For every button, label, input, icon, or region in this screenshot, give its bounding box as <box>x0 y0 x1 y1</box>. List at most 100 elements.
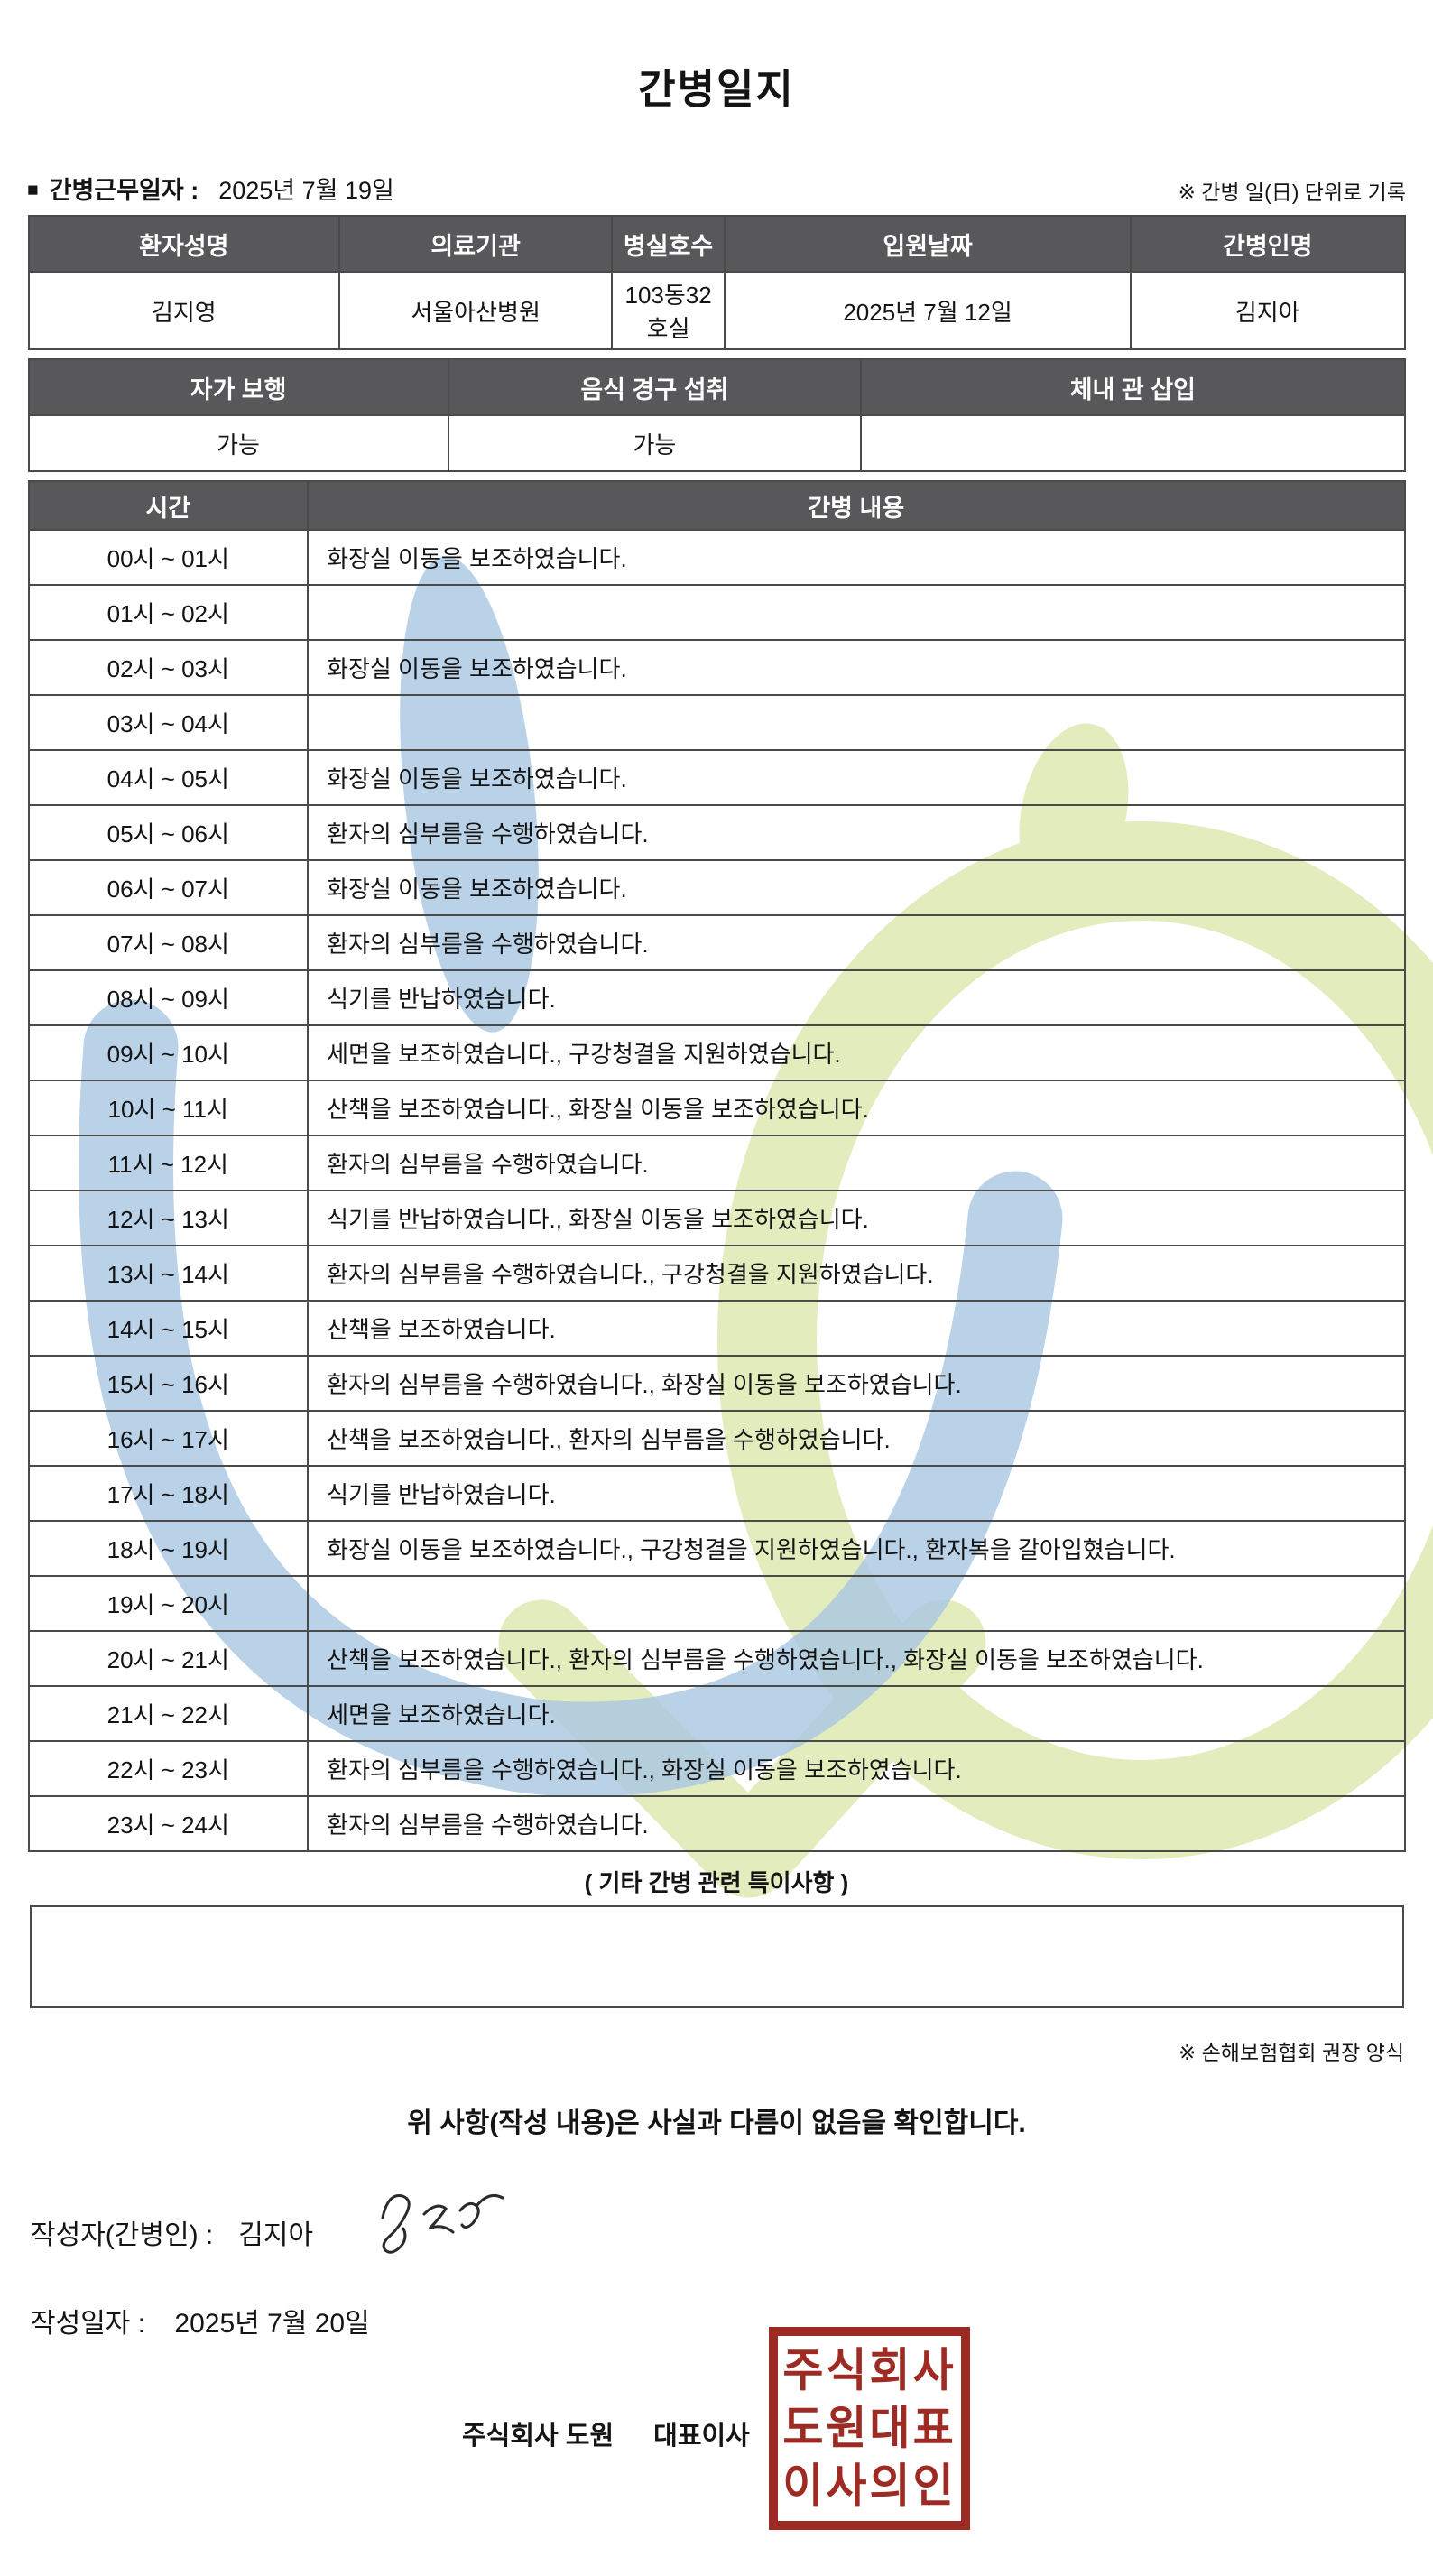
form-note: ※ 손해보험협회 권장 양식 <box>1178 2041 1404 2064</box>
patient-status-row: 가능 가능 <box>27 414 1406 472</box>
care-time-cell: 23시 ~ 24시 <box>27 1795 310 1852</box>
care-time-cell: 05시 ~ 06시 <box>27 804 310 861</box>
care-content-cell: 환자의 심부름을 수행하였습니다. <box>307 914 1406 971</box>
col-header-room: 병실호수 <box>611 215 726 273</box>
patient-info-row: 김지영 서울아산병원 103동32호실 2025년 7월 12일 김지아 <box>27 271 1406 350</box>
care-time-cell: 08시 ~ 09시 <box>27 969 310 1026</box>
page-title: 간병일지 <box>638 66 795 112</box>
care-time-cell: 18시 ~ 19시 <box>27 1520 310 1577</box>
patient-info-table: 환자성명 의료기관 병실호수 입원날짜 간병인명 김지영 서울아산병원 103동… <box>27 215 1406 350</box>
col-header-caregiver-name: 간병인명 <box>1129 215 1406 273</box>
care-time-cell: 17시 ~ 18시 <box>27 1465 310 1522</box>
col-header-oral-intake: 음식 경구 섭취 <box>447 358 863 416</box>
care-table-row: 21시 ~ 22시 세면을 보조하였습니다. <box>27 1685 1406 1742</box>
square-bullet-icon: ■ <box>27 180 39 200</box>
care-content-cell: 식기를 반납하였습니다., 화장실 이동을 보조하였습니다. <box>307 1190 1406 1246</box>
notes-heading: ( 기타 간병 관련 특이사항 ) <box>584 1869 849 1896</box>
writer-label: 작성자(간병인) : <box>31 2220 214 2250</box>
care-time-cell: 10시 ~ 11시 <box>27 1080 310 1136</box>
care-content-cell: 환자의 심부름을 수행하였습니다. <box>307 1135 1406 1191</box>
care-table-row: 03시 ~ 04시 <box>27 694 1406 751</box>
work-date-value: 2025년 7월 19일 <box>218 177 394 204</box>
care-content-cell: 산책을 보조하였습니다., 환자의 심부름을 수행하였습니다., 화장실 이동을… <box>307 1630 1406 1687</box>
care-table-row: 04시 ~ 05시 화장실 이동을 보조하였습니다. <box>27 749 1406 806</box>
caregiver-name-value: 김지아 <box>1129 271 1406 350</box>
care-time-cell: 15시 ~ 16시 <box>27 1355 310 1412</box>
write-date-label: 작성일자 : <box>31 2309 146 2339</box>
care-table-row: 17시 ~ 18시 식기를 반납하였습니다. <box>27 1465 1406 1522</box>
care-content-cell: 환자의 심부름을 수행하였습니다., 구강청결을 지원하였습니다. <box>307 1245 1406 1302</box>
care-time-cell: 16시 ~ 17시 <box>27 1410 310 1467</box>
care-time-cell: 07시 ~ 08시 <box>27 914 310 971</box>
care-content-cell: 환자의 심부름을 수행하였습니다. <box>307 804 1406 861</box>
care-table-row: 23시 ~ 24시 환자의 심부름을 수행하였습니다. <box>27 1795 1406 1852</box>
care-table-row: 07시 ~ 08시 환자의 심부름을 수행하였습니다. <box>27 914 1406 971</box>
care-content-cell <box>307 584 1406 641</box>
care-time-cell: 11시 ~ 12시 <box>27 1135 310 1191</box>
care-table-row: 08시 ~ 09시 식기를 반납하였습니다. <box>27 969 1406 1026</box>
write-date-row: 작성일자 : 2025년 7월 20일 <box>31 2301 1433 2340</box>
care-content-cell: 환자의 심부름을 수행하였습니다., 화장실 이동을 보조하였습니다. <box>307 1740 1406 1797</box>
col-header-time: 시간 <box>27 480 310 531</box>
care-content-cell <box>307 694 1406 751</box>
care-content-cell: 산책을 보조하였습니다. <box>307 1300 1406 1357</box>
care-table-row: 20시 ~ 21시 산책을 보조하였습니다., 환자의 심부름을 수행하였습니다… <box>27 1630 1406 1687</box>
patient-status-table: 자가 보행 음식 경구 섭취 체내 관 삽입 가능 가능 <box>27 358 1406 472</box>
care-table-row: 12시 ~ 13시 식기를 반납하였습니다., 화장실 이동을 보조하였습니다. <box>27 1190 1406 1246</box>
care-time-cell: 00시 ~ 01시 <box>27 529 310 586</box>
notes-box <box>29 1905 1404 2008</box>
care-table-row: 10시 ~ 11시 산책을 보조하였습니다., 화장실 이동을 보조하였습니다. <box>27 1080 1406 1136</box>
write-date-value: 2025년 7월 20일 <box>174 2309 370 2339</box>
room-value: 103동32호실 <box>611 271 726 350</box>
care-table-row: 01시 ~ 02시 <box>27 584 1406 641</box>
meta-row: ■ 간병근무일자 : 2025년 7월 19일 ※ 간병 일(日) 단위로 기록 <box>27 171 1406 206</box>
col-header-admission-date: 입원날짜 <box>724 215 1132 273</box>
care-table-row: 06시 ~ 07시 화장실 이동을 보조하였습니다. <box>27 859 1406 916</box>
care-time-cell: 22시 ~ 23시 <box>27 1740 310 1797</box>
care-table-row: 14시 ~ 15시 산책을 보조하였습니다. <box>27 1300 1406 1357</box>
work-date-line: ■ 간병근무일자 : 2025년 7월 19일 <box>27 171 394 206</box>
admission-date-value: 2025년 7월 12일 <box>724 271 1132 350</box>
seal-line-3: 이사의인 <box>782 2460 957 2512</box>
col-header-tube-insertion: 체내 관 삽입 <box>860 358 1406 416</box>
care-table-row: 00시 ~ 01시 화장실 이동을 보조하였습니다. <box>27 529 1406 586</box>
care-content-cell: 화장실 이동을 보조하였습니다. <box>307 749 1406 806</box>
company-role: 대표이사 <box>653 2422 750 2451</box>
seal-line-1: 주식회사 <box>782 2345 957 2396</box>
care-content-cell: 산책을 보조하였습니다., 환자의 심부름을 수행하였습니다. <box>307 1410 1406 1467</box>
caregiver-signature <box>381 2194 504 2254</box>
care-content-cell: 세면을 보조하였습니다., 구강청결을 지원하였습니다. <box>307 1024 1406 1081</box>
writer-row: 작성자(간병인) : 김지아 <box>31 2194 1433 2265</box>
care-table-row: 19시 ~ 20시 <box>27 1575 1406 1632</box>
care-content-cell: 산책을 보조하였습니다., 화장실 이동을 보조하였습니다. <box>307 1080 1406 1136</box>
company-name: 주식회사 도원 <box>462 2422 615 2451</box>
oral-intake-value: 가능 <box>447 414 863 472</box>
hourly-care-table: 시간 간병 내용 00시 ~ 01시 화장실 이동을 보조하였습니다. 01시 … <box>27 480 1406 1852</box>
care-content-cell <box>307 1575 1406 1632</box>
care-time-cell: 19시 ~ 20시 <box>27 1575 310 1632</box>
care-table-row: 02시 ~ 03시 화장실 이동을 보조하였습니다. <box>27 639 1406 696</box>
care-time-cell: 06시 ~ 07시 <box>27 859 310 916</box>
care-time-cell: 04시 ~ 05시 <box>27 749 310 806</box>
col-header-patient-name: 환자성명 <box>27 215 341 273</box>
col-header-care-content: 간병 내용 <box>307 480 1406 531</box>
col-header-hospital: 의료기관 <box>338 215 614 273</box>
patient-name-value: 김지영 <box>27 271 341 350</box>
care-table-row: 05시 ~ 06시 환자의 심부름을 수행하였습니다. <box>27 804 1406 861</box>
care-table-row: 18시 ~ 19시 화장실 이동을 보조하였습니다., 구강청결을 지원하였습니… <box>27 1520 1406 1577</box>
company-line: 주식회사 도원 대표이사 <box>462 2414 750 2452</box>
care-time-cell: 01시 ~ 02시 <box>27 584 310 641</box>
writer-name: 김지아 <box>238 2220 314 2250</box>
care-content-cell: 식기를 반납하였습니다. <box>307 1465 1406 1522</box>
care-content-cell: 화장실 이동을 보조하였습니다. <box>307 529 1406 586</box>
care-content-cell: 화장실 이동을 보조하였습니다. <box>307 859 1406 916</box>
care-table-body: 00시 ~ 01시 화장실 이동을 보조하였습니다. 01시 ~ 02시 02시… <box>27 529 1406 1852</box>
work-date-label: 간병근무일자 : <box>49 177 199 204</box>
care-table-row: 22시 ~ 23시 환자의 심부름을 수행하였습니다., 화장실 이동을 보조하… <box>27 1740 1406 1797</box>
care-table-row: 11시 ~ 12시 환자의 심부름을 수행하였습니다. <box>27 1135 1406 1191</box>
care-content-cell: 식기를 반납하였습니다. <box>307 969 1406 1026</box>
tube-insertion-value <box>860 414 1406 472</box>
care-time-cell: 20시 ~ 21시 <box>27 1630 310 1687</box>
care-content-cell: 세면을 보조하였습니다. <box>307 1685 1406 1742</box>
